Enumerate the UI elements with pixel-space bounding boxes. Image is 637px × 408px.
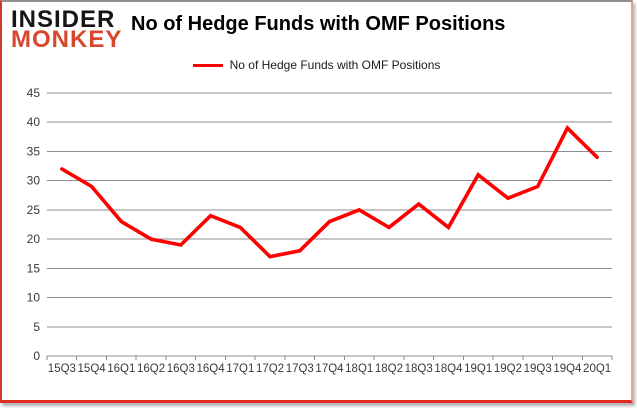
x-axis-label: 15Q3 [48, 363, 76, 375]
logo-text-insider: INSIDER [11, 6, 116, 33]
insider-monkey-logo: INSIDER MONKEY [11, 6, 123, 53]
x-axis-label: 17Q1 [226, 363, 254, 375]
x-axis-label: 16Q2 [137, 363, 165, 375]
x-axis-label: 17Q3 [286, 363, 314, 375]
data-series-line [60, 125, 599, 259]
x-axis-label: 17Q2 [256, 363, 284, 375]
y-axis-label: 0 [33, 349, 40, 363]
legend-label: No of Hedge Funds with OMF Positions [229, 58, 441, 72]
logo-text-monkey: MONKEY [11, 25, 123, 53]
y-axis-label: 25 [27, 203, 41, 217]
y-axis-label: 40 [27, 115, 41, 129]
x-axis-label: 18Q2 [375, 363, 403, 375]
y-axis-label: 45 [27, 86, 41, 100]
x-axis-label: 16Q4 [196, 363, 225, 375]
x-axis-label: 17Q4 [315, 363, 344, 375]
x-axis-label: 16Q3 [167, 363, 195, 375]
y-axis-label: 35 [27, 144, 41, 158]
legend: No of Hedge Funds with OMF Positions [2, 58, 631, 72]
y-axis-label: 20 [27, 232, 41, 246]
y-axis-label: 5 [33, 320, 40, 334]
x-axis-label: 15Q4 [78, 363, 107, 375]
x-axis-label: 19Q4 [553, 363, 582, 375]
y-axis-label: 15 [27, 261, 41, 275]
x-axis-label: 19Q2 [494, 363, 522, 375]
x-axis-label: 18Q1 [345, 363, 373, 375]
x-axis-label: 19Q3 [524, 363, 552, 375]
x-axis-label: 18Q4 [434, 363, 463, 375]
y-axis-label: 10 [27, 291, 41, 305]
legend-line-swatch [192, 63, 223, 67]
x-axis-label: 20Q1 [583, 363, 611, 375]
y-axis-label: 30 [27, 174, 41, 188]
chart-title: No of Hedge Funds with OMF Positions [131, 13, 506, 35]
x-axis-label: 18Q3 [405, 363, 433, 375]
x-axis-label: 19Q1 [464, 363, 492, 375]
x-axis-label: 16Q1 [107, 363, 135, 375]
